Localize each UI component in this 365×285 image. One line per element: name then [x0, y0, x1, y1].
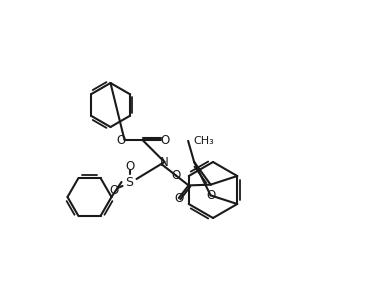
- Text: S: S: [126, 176, 134, 188]
- Text: O: O: [174, 192, 183, 205]
- Text: O: O: [125, 160, 134, 172]
- Text: O: O: [206, 189, 215, 202]
- Text: N: N: [160, 156, 169, 168]
- Text: O: O: [172, 169, 181, 182]
- Text: CH₃: CH₃: [193, 136, 214, 146]
- Text: O: O: [116, 133, 125, 146]
- Text: O: O: [109, 184, 118, 196]
- Text: O: O: [160, 133, 169, 146]
